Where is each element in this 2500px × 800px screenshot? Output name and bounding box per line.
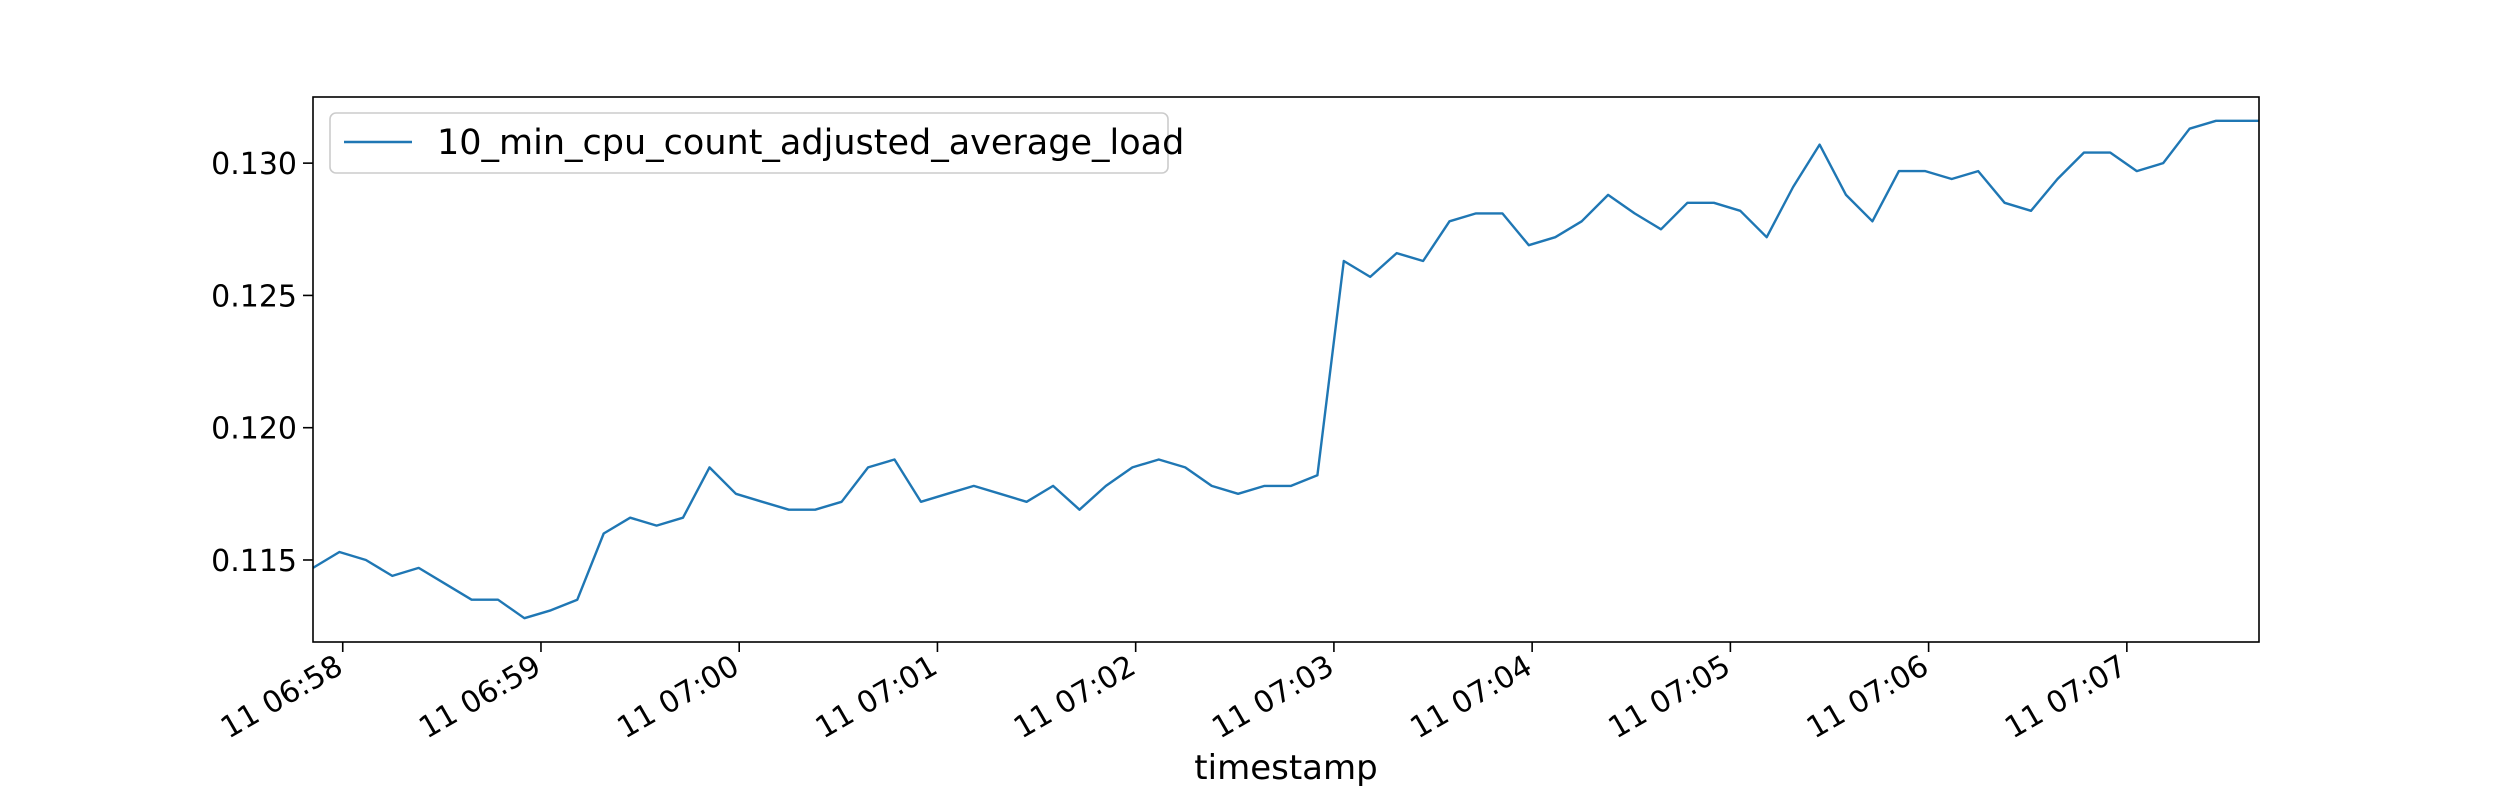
y-tick-label: 0.120 — [211, 412, 297, 447]
series-layer — [313, 119, 2259, 620]
y-tick-label: 0.130 — [211, 147, 297, 182]
x-axis-title: timestamp — [1194, 748, 1377, 788]
y-tick-label: 0.115 — [211, 544, 297, 579]
series-line-0 — [313, 119, 2259, 620]
legend: 10_min_cpu_count_adjusted_average_load — [329, 112, 1184, 174]
plot-lines — [313, 119, 2259, 620]
legend-entry-label: 10_min_cpu_count_adjusted_average_load — [437, 123, 1184, 163]
y-axis: 0.115 0.120 0.125 0.130 — [211, 147, 313, 579]
plot-frame — [312, 96, 2260, 643]
plot-area — [313, 97, 2259, 642]
y-tick-label: 0.125 — [211, 279, 297, 314]
legend-box — [329, 112, 1169, 174]
